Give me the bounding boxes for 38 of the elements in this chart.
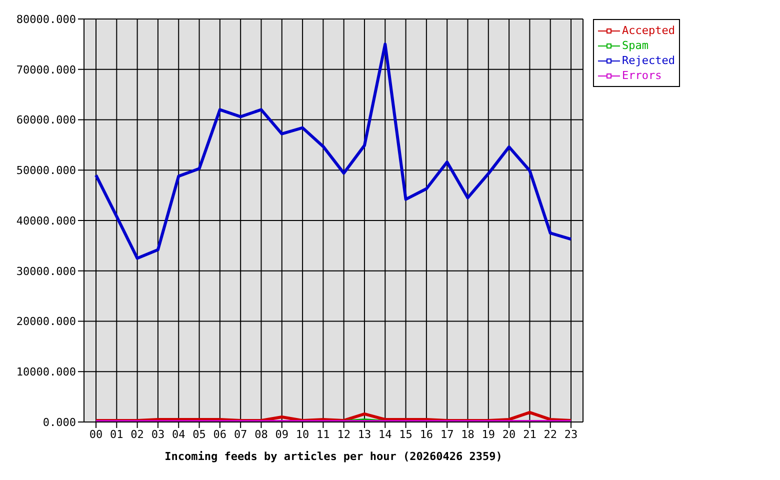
x-tick-label: 18	[461, 428, 474, 441]
x-tick-label: 17	[440, 428, 454, 441]
x-tick-label: 05	[192, 428, 206, 441]
x-tick-label: 19	[482, 428, 496, 441]
x-tick-label: 15	[399, 428, 412, 441]
y-tick-label: 30000.000	[16, 264, 76, 278]
y-tick-label: 50000.000	[16, 164, 76, 178]
x-tick-label: 21	[523, 428, 536, 441]
legend-label: Accepted	[622, 23, 675, 38]
x-tick-label: 16	[420, 428, 434, 441]
y-tick-label: 80000.000	[16, 12, 76, 26]
x-tick-label: 04	[172, 428, 186, 441]
x-tick-label: 11	[316, 428, 330, 441]
x-tick-label: 23	[564, 428, 578, 441]
y-tick-label: 10000.000	[16, 366, 76, 379]
x-tick-label: 02	[130, 428, 144, 441]
x-tick-label: 10	[296, 428, 310, 441]
x-tick-label: 07	[234, 428, 248, 441]
y-tick-label: 20000.000	[16, 315, 76, 328]
y-tick-label: 60000.000	[16, 114, 76, 127]
x-tick-label: 08	[254, 428, 268, 441]
x-tick-label: 00	[89, 428, 103, 441]
legend-label: Spam	[622, 38, 649, 53]
x-tick-label: 22	[544, 428, 557, 441]
x-tick-label: 14	[378, 428, 392, 441]
y-tick-label: 40000.000	[16, 214, 76, 228]
x-tick-label: 12	[337, 428, 350, 441]
y-tick-label: 70000.000	[16, 63, 76, 76]
x-tick-label: 13	[358, 428, 372, 441]
legend-label: Rejected	[622, 53, 675, 68]
x-tick-label: 01	[110, 428, 124, 441]
legend-label: Errors	[622, 68, 662, 83]
x-axis-title: Incoming feeds by articles per hour (20260426 2359)	[164, 450, 502, 463]
x-tick-label: 09	[275, 428, 288, 441]
x-tick-label: 20	[502, 428, 516, 441]
y-tick-label: 0.000	[42, 416, 76, 429]
x-tick-label: 06	[213, 428, 227, 441]
x-tick-label: 03	[151, 428, 165, 441]
